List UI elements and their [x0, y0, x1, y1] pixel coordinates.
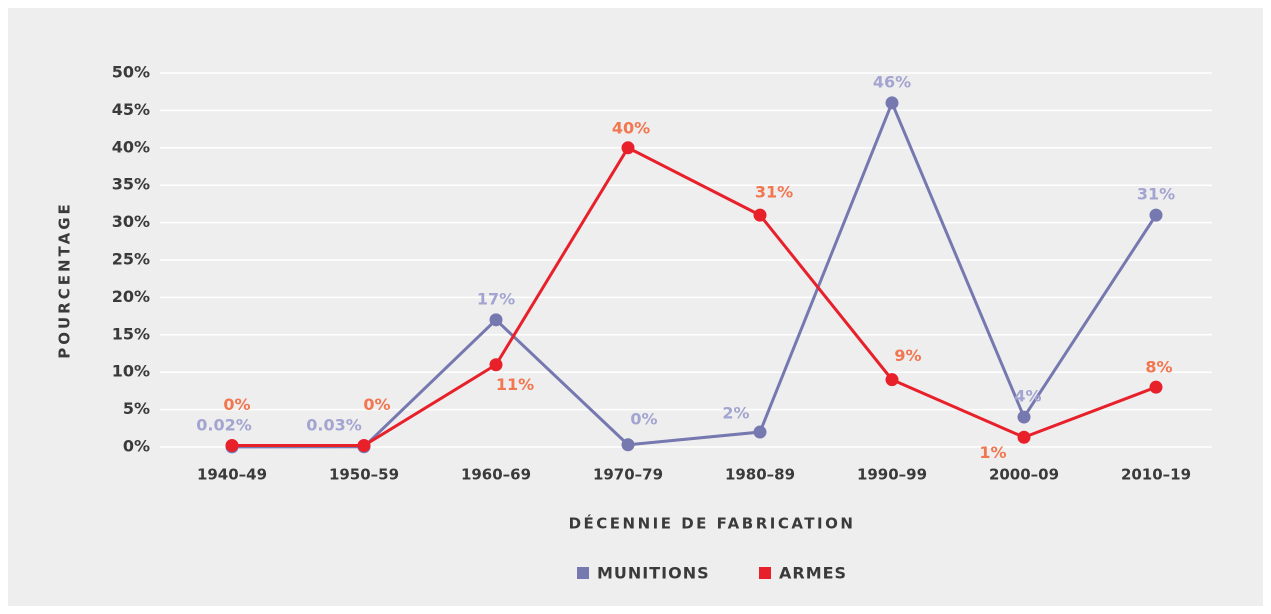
data-point	[489, 313, 503, 327]
data-point	[1017, 410, 1031, 424]
series-line	[231, 98, 1158, 449]
data-label: 0%	[630, 409, 657, 428]
y-tick-label: 40%	[112, 137, 150, 156]
data-point	[1149, 380, 1163, 394]
y-tick-label: 45%	[112, 100, 150, 119]
data-point	[357, 439, 371, 453]
y-tick-label: 50%	[112, 63, 150, 82]
data-label: 8%	[1145, 358, 1172, 377]
y-tick-label: 25%	[112, 250, 150, 269]
y-tick-label: 30%	[112, 212, 150, 231]
x-tick-label: 2010–19	[1121, 466, 1191, 484]
legend-swatch	[759, 567, 771, 579]
data-label: 17%	[477, 289, 515, 308]
x-tick-label: 1990–99	[857, 466, 927, 484]
data-label: 0%	[363, 395, 390, 414]
x-tick-label: 1940–49	[197, 466, 267, 484]
data-label: 9%	[894, 346, 921, 365]
data-label: 31%	[1137, 185, 1175, 204]
data-label: 31%	[755, 183, 793, 202]
data-point	[753, 425, 767, 439]
data-point	[1017, 430, 1031, 444]
y-tick-label: 35%	[112, 175, 150, 194]
data-point	[1149, 208, 1163, 222]
data-point	[621, 438, 635, 452]
y-axis-label: POURCENTAGE	[56, 201, 74, 359]
x-tick-label: 1970–79	[593, 466, 663, 484]
data-label: 1%	[979, 443, 1006, 462]
data-label: 2%	[722, 404, 749, 423]
y-tick-label: 15%	[112, 324, 150, 343]
series-line	[232, 145, 1157, 448]
data-point	[489, 358, 503, 372]
data-point	[885, 373, 899, 387]
data-label: 40%	[612, 118, 650, 137]
data-label: 0.02%	[196, 415, 252, 434]
data-label: 0.03%	[306, 415, 362, 434]
data-label: 11%	[496, 375, 534, 394]
data-label: 0%	[223, 395, 250, 414]
data-point	[885, 96, 899, 110]
data-label: 46%	[873, 72, 911, 91]
x-tick-label: 1960–69	[461, 466, 531, 484]
legend-label: ARMES	[779, 564, 847, 583]
legend-swatch	[577, 567, 589, 579]
data-point	[225, 439, 239, 453]
x-axis-label: DÉCENNIE DE FABRICATION	[569, 514, 856, 533]
y-tick-label: 10%	[112, 362, 150, 381]
chart-background	[8, 8, 1263, 606]
data-point	[621, 141, 635, 155]
legend-label: MUNITIONS	[597, 564, 710, 583]
x-tick-label: 1950–59	[329, 466, 399, 484]
y-tick-label: 20%	[112, 287, 150, 306]
x-tick-label: 1980–89	[725, 466, 795, 484]
data-label: 4%	[1014, 387, 1041, 406]
y-tick-label: 0%	[123, 437, 150, 456]
x-tick-label: 2000–09	[989, 466, 1059, 484]
y-tick-label: 5%	[123, 399, 150, 418]
data-point	[753, 208, 767, 222]
